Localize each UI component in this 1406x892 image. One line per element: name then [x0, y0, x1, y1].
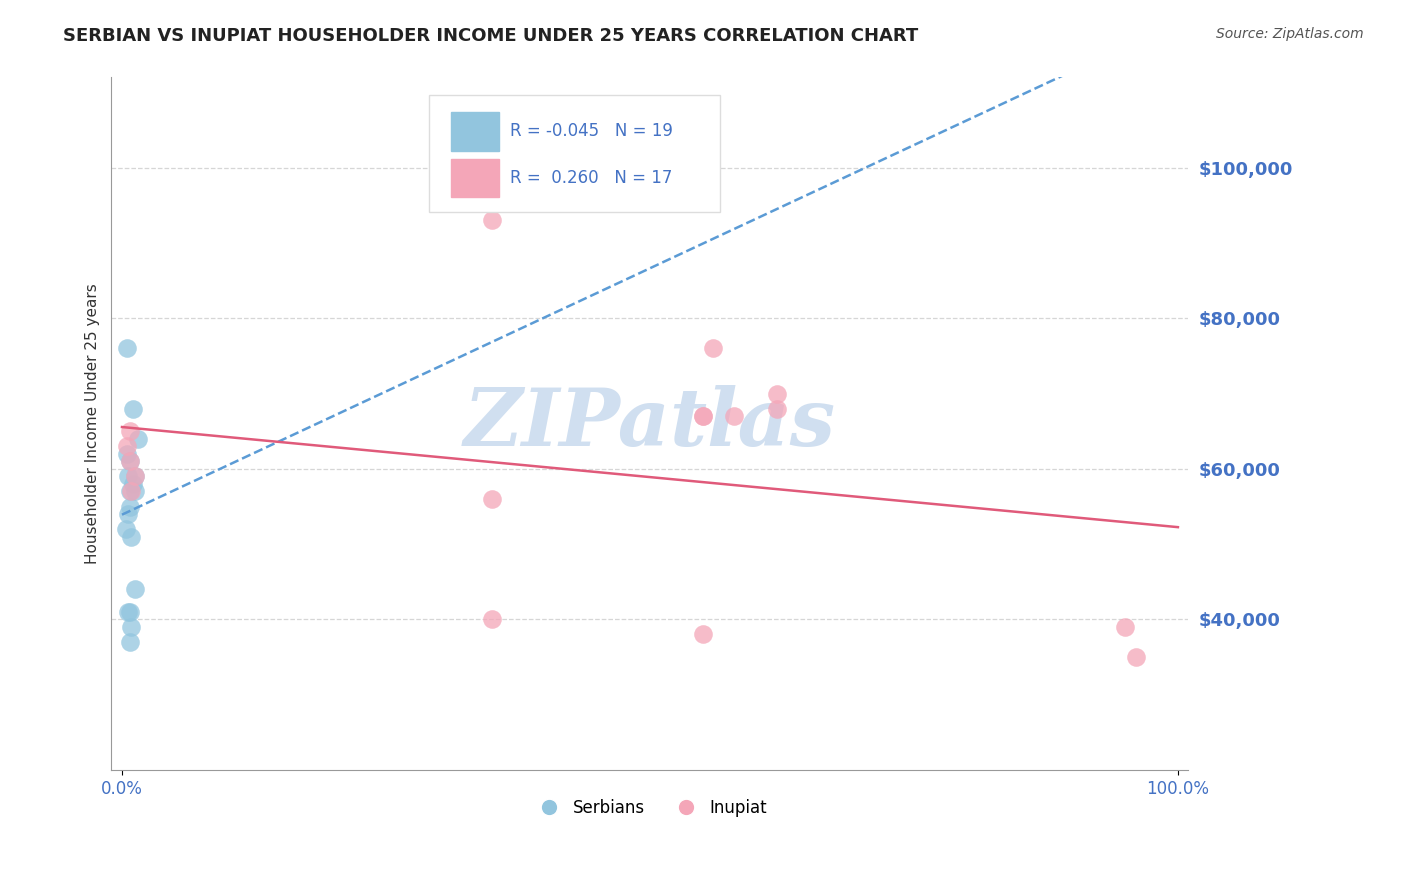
Bar: [451, 112, 499, 151]
Point: [117, 342, 139, 356]
Point: [124, 484, 146, 499]
Point: [127, 432, 149, 446]
Point: [115, 522, 138, 536]
Y-axis label: Householder Income Under 25 years: Householder Income Under 25 years: [86, 284, 100, 564]
Point: [120, 484, 142, 499]
Point: [120, 500, 142, 514]
Point: [1125, 650, 1147, 665]
Point: [121, 530, 143, 544]
Point: [121, 620, 143, 634]
Legend: Serbians, Inupiat: Serbians, Inupiat: [526, 793, 773, 824]
Point: [121, 484, 143, 499]
Point: [124, 469, 146, 483]
Text: SERBIAN VS INUPIAT HOUSEHOLDER INCOME UNDER 25 YEARS CORRELATION CHART: SERBIAN VS INUPIAT HOUSEHOLDER INCOME UN…: [63, 27, 918, 45]
Point: [481, 213, 503, 227]
Text: R = -0.045   N = 19: R = -0.045 N = 19: [510, 122, 673, 140]
FancyBboxPatch shape: [429, 95, 720, 212]
Point: [765, 401, 787, 416]
Text: Source: ZipAtlas.com: Source: ZipAtlas.com: [1216, 27, 1364, 41]
Point: [1114, 620, 1136, 634]
Point: [124, 469, 146, 483]
Point: [117, 439, 139, 453]
Point: [765, 386, 787, 401]
Point: [120, 635, 142, 649]
Point: [117, 507, 139, 521]
Point: [117, 605, 139, 619]
Point: [120, 605, 142, 619]
Point: [117, 447, 139, 461]
Point: [692, 409, 714, 424]
Bar: [451, 159, 499, 197]
Point: [124, 582, 146, 597]
Point: [121, 401, 143, 416]
Point: [692, 627, 714, 641]
Text: R =  0.260   N = 17: R = 0.260 N = 17: [510, 169, 672, 186]
Point: [723, 409, 745, 424]
Point: [120, 454, 142, 468]
Point: [120, 424, 142, 438]
Text: ZIPatlas: ZIPatlas: [464, 385, 837, 462]
Point: [692, 409, 714, 424]
Point: [120, 454, 142, 468]
Point: [117, 469, 139, 483]
Point: [481, 491, 503, 506]
Point: [481, 612, 503, 626]
Point: [702, 342, 724, 356]
Point: [121, 477, 143, 491]
